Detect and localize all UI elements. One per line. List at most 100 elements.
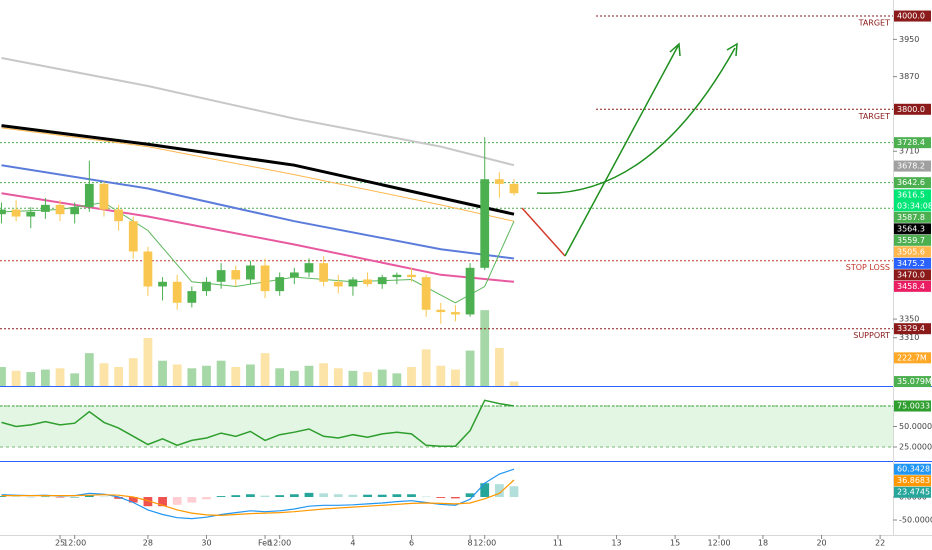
- candle-body: [260, 265, 270, 292]
- axis-label-box: [894, 103, 931, 115]
- axis-label-box: [894, 10, 931, 22]
- panes: [0, 0, 932, 536]
- volume-bar: [11, 370, 21, 386]
- candle-body: [421, 277, 431, 310]
- axis-label: 35.079M: [897, 377, 932, 386]
- x-tick-label: 8: [468, 539, 473, 548]
- y-tick-label: 25.0000: [899, 442, 932, 451]
- candle-body: [216, 270, 226, 282]
- macd-histogram: [84, 495, 94, 498]
- axis-label-box: [894, 352, 931, 364]
- axis-label: 3728.4: [897, 138, 925, 147]
- axis-label-box: [894, 246, 931, 258]
- macd-histogram: [114, 497, 124, 499]
- axis-label-box: [894, 323, 931, 335]
- axis-label-box: [894, 160, 931, 172]
- volume-bar: [260, 353, 270, 386]
- macd-histogram: [143, 497, 153, 507]
- macd-histogram: [128, 497, 138, 503]
- x-tick-label: 12:00: [473, 539, 496, 548]
- volume-bar: [55, 368, 65, 386]
- level-name: TARGET: [858, 112, 891, 121]
- macd-histogram: [377, 494, 387, 498]
- macd-histogram: [509, 486, 519, 498]
- axis-label-box: [894, 223, 931, 235]
- axis-label: 23.4745: [897, 488, 930, 497]
- candle-body: [407, 274, 416, 278]
- axis-label-box: [894, 400, 931, 412]
- candle-body: [392, 274, 402, 278]
- macd-histogram: [11, 496, 21, 498]
- volume-bar: [436, 365, 446, 386]
- macd-histogram: [246, 494, 255, 498]
- candle-body: [0, 209, 6, 215]
- macd-histogram: [304, 492, 314, 498]
- macd-histogram: [202, 497, 211, 500]
- candle-body: [333, 281, 343, 287]
- volume-bar: [407, 367, 416, 386]
- moving-average: [1, 57, 515, 167]
- moving-average: [1, 124, 515, 216]
- candle-body: [304, 263, 314, 273]
- candle-body: [70, 207, 80, 215]
- volume-bar: [275, 368, 285, 386]
- macd-histogram: [172, 497, 182, 505]
- x-tick-label: 12:00: [707, 539, 730, 548]
- candle-body: [84, 183, 94, 208]
- macd-histogram: [333, 494, 343, 498]
- axis-label: 36.8683: [897, 476, 930, 485]
- moving-average: [1, 127, 515, 222]
- drawing-arrow: [536, 47, 736, 195]
- macd-histogram: [348, 494, 358, 498]
- macd-histogram: [216, 496, 226, 498]
- axis-label: 3475.2: [897, 259, 925, 268]
- macd-histogram: [231, 495, 241, 498]
- candle-body: [26, 211, 36, 217]
- volume-bar: [494, 348, 504, 386]
- level-name: STOP LOSS: [846, 263, 890, 272]
- volume-bar: [363, 372, 372, 386]
- x-tick-label: 28: [143, 539, 153, 548]
- macd-histogram: [465, 493, 475, 498]
- volume-bar: [451, 369, 460, 386]
- candle-body: [494, 179, 504, 184]
- volume-bar: [421, 349, 431, 386]
- macd-histogram: [480, 483, 490, 498]
- macd-histogram: [260, 495, 270, 498]
- volume-bar: [70, 373, 80, 386]
- macd-histogram: [319, 493, 329, 498]
- countdown: 03:34:08: [897, 201, 932, 210]
- volume-bar: [84, 353, 94, 386]
- level-name: TARGET: [858, 19, 891, 28]
- x-tick-label: 12:00: [63, 539, 86, 548]
- x-tick-label: 20: [816, 539, 826, 548]
- candle-body: [275, 277, 285, 292]
- x-tick-label: Feb: [258, 539, 272, 548]
- axis-label: 3616.5: [897, 190, 925, 199]
- macd-histogram: [0, 496, 6, 498]
- drawing-line: [521, 207, 566, 257]
- volume-bar: [26, 372, 36, 386]
- volume-bar: [41, 369, 50, 386]
- y-tick-label: 3710: [899, 147, 919, 156]
- macd-histogram: [187, 497, 197, 503]
- candle-body: [231, 270, 241, 280]
- x-tick-label: 22: [875, 539, 885, 548]
- candle-body: [377, 277, 387, 285]
- axis-label: 222.7M: [897, 353, 927, 362]
- candle-body: [202, 281, 211, 292]
- macd-histogram: [494, 484, 504, 498]
- volume-bar: [158, 360, 167, 386]
- candle-body: [99, 183, 109, 210]
- candle-body: [289, 272, 299, 278]
- candle-body: [172, 281, 182, 303]
- candle-body: [509, 183, 519, 194]
- macd-histogram: [99, 496, 109, 498]
- macd-histogram: [392, 494, 402, 498]
- candle-body: [348, 279, 358, 287]
- axis-label: 3505.6: [897, 247, 925, 256]
- candle-body: [114, 209, 124, 222]
- axis-label-box: [894, 486, 931, 498]
- candle-body: [11, 209, 21, 217]
